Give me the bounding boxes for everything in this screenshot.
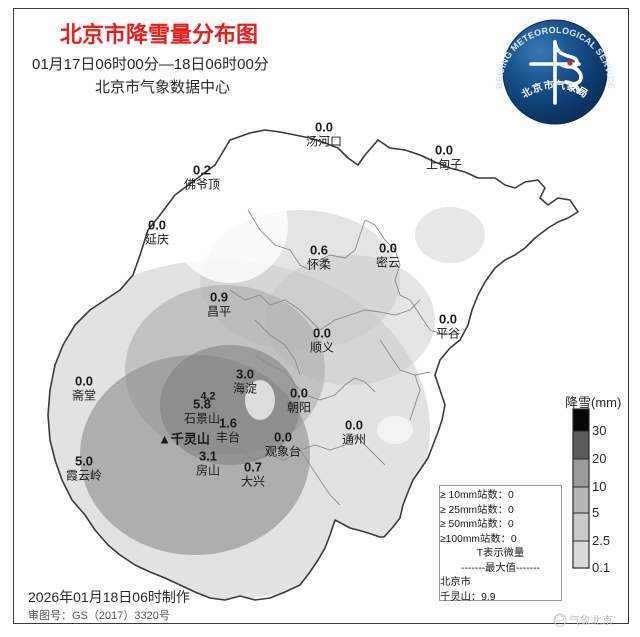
svg-text:20: 20 bbox=[592, 451, 606, 466]
svg-text:0.1: 0.1 bbox=[592, 560, 610, 575]
svg-text:2.5: 2.5 bbox=[592, 533, 610, 548]
svg-text:5: 5 bbox=[592, 505, 599, 520]
svg-text:10: 10 bbox=[592, 479, 606, 494]
svg-text:30: 30 bbox=[592, 423, 606, 438]
